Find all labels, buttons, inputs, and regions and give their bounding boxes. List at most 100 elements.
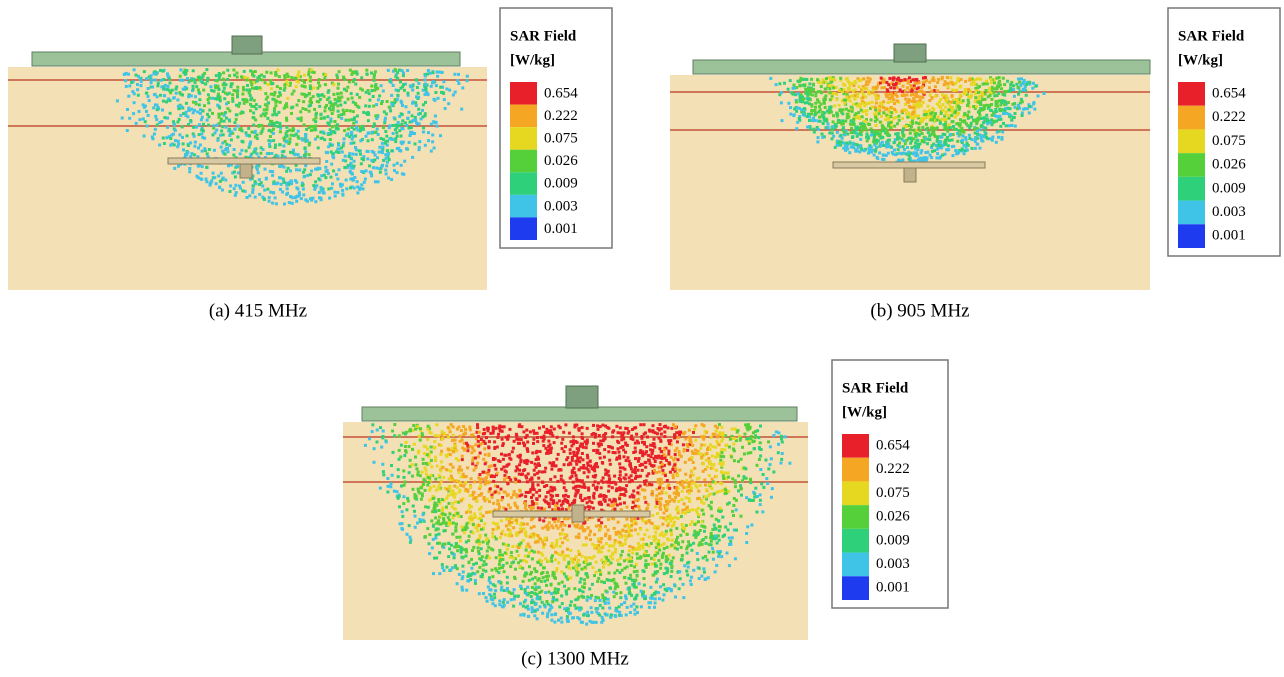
field-dot [1018,90,1022,94]
field-dot [424,90,428,94]
field-dot [545,600,549,603]
field-dot [655,456,659,460]
field-dot [571,435,575,439]
field-dot [822,118,826,122]
field-dot [707,474,711,478]
field-dot [537,457,540,461]
field-dot [930,149,934,153]
field-dot [169,143,173,147]
field-dot [881,79,885,83]
field-dot [367,92,371,96]
field-dot [550,618,554,622]
field-dot [340,146,343,150]
field-dot [706,576,710,580]
field-dot [995,130,999,134]
field-dot [631,470,635,474]
field-dot [813,113,817,117]
field-dot [373,84,377,88]
field-dot [421,88,425,92]
field-dot [778,93,782,97]
field-dot [197,133,201,137]
field-dot [831,76,835,80]
field-dot [342,110,346,114]
field-dot [584,466,588,470]
field-dot [319,113,323,117]
field-dot [552,427,556,431]
field-dot [608,462,612,466]
field-dot [524,605,528,609]
field-dot [355,104,359,108]
field-dot [358,95,362,99]
field-dot [310,124,313,128]
field-dot [828,87,832,91]
field-dot [524,548,528,552]
field-dot [561,500,565,503]
field-dot [181,78,185,82]
field-dot [254,118,258,122]
field-dot [324,73,328,77]
field-dot [993,94,997,98]
field-dot [582,466,585,470]
field-dot [923,91,926,95]
field-dot [349,141,353,145]
field-dot [937,104,941,108]
field-dot [664,529,668,533]
field-dot [855,102,859,106]
field-dot [272,180,276,184]
field-dot [604,542,608,545]
field-dot [525,458,529,462]
field-dot [497,432,500,436]
field-dot [1011,115,1015,119]
field-dot [943,152,947,156]
field-dot [305,93,309,97]
field-dot [712,534,715,538]
field-dot [337,115,341,119]
field-dot [402,88,406,92]
field-dot [252,184,255,188]
field-dot [939,110,943,114]
field-dot [329,175,333,179]
field-dot [405,508,409,512]
field-dot [173,166,177,170]
field-dot [305,138,309,142]
field-dot [911,88,915,92]
field-dot [650,593,654,597]
field-dot [777,431,781,435]
field-dot [544,575,548,578]
field-dot [502,506,506,510]
field-dot [941,153,945,157]
field-dot [477,444,481,448]
field-dot [314,137,317,141]
field-dot [923,80,927,84]
field-dot [387,105,391,109]
field-dot [238,184,241,188]
field-dot [1020,100,1024,104]
field-dot [189,141,193,145]
field-dot [518,494,522,498]
field-dot [894,153,898,157]
field-dot [395,97,399,101]
field-dot [483,453,487,457]
field-dot [468,517,472,521]
field-dot [566,619,570,623]
field-dot [533,592,537,596]
field-dot [629,534,633,538]
field-dot [965,93,969,96]
field-dot [788,461,792,465]
field-dot [828,98,832,102]
field-dot [199,177,203,181]
field-dot [453,90,457,94]
field-dot [946,85,950,89]
field-dot [293,196,297,200]
field-dot [665,545,669,549]
field-dot [855,125,859,129]
field-dot [261,127,265,131]
field-dot [426,92,430,96]
field-dot [498,550,502,554]
field-dot [959,128,962,132]
field-dot [523,506,527,510]
field-dot [991,135,995,139]
field-dot [259,151,263,155]
field-dot [224,91,227,95]
field-dot [396,76,400,80]
